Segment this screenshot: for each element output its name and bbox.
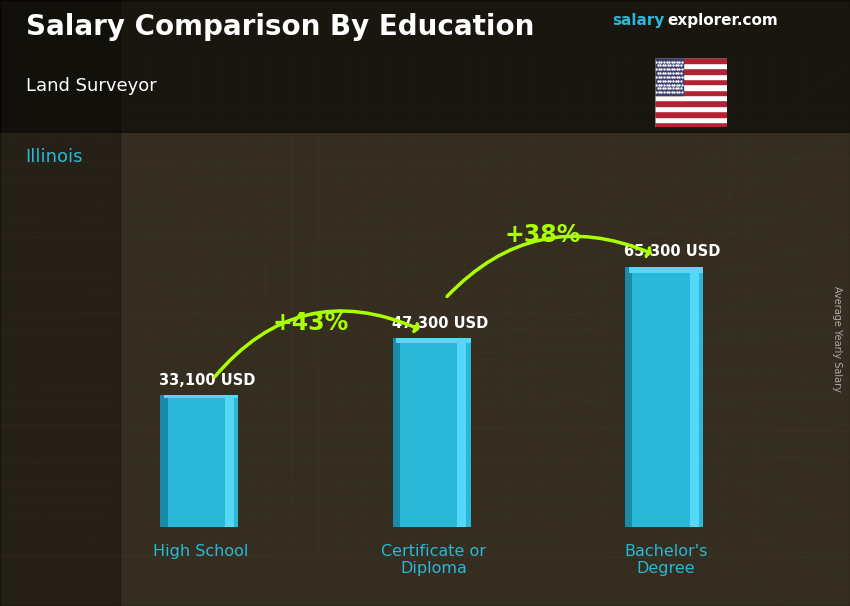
Bar (654, 111, 727, 116)
Bar (654, 68, 727, 74)
Bar (629, 267, 703, 273)
Bar (654, 84, 727, 90)
Bar (654, 79, 727, 84)
Text: +43%: +43% (272, 311, 348, 335)
Bar (654, 101, 727, 106)
Bar (654, 90, 727, 95)
Text: salary: salary (612, 13, 665, 28)
Bar (625, 267, 632, 527)
Bar (164, 395, 238, 398)
Bar (164, 395, 238, 527)
Bar (654, 116, 727, 122)
Text: 33,100 USD: 33,100 USD (159, 373, 256, 388)
Bar (629, 267, 703, 527)
Bar (654, 58, 683, 95)
Bar (393, 338, 400, 527)
Bar (654, 58, 727, 63)
Bar (654, 63, 727, 68)
Text: Salary Comparison By Education: Salary Comparison By Education (26, 13, 534, 41)
Bar (396, 338, 471, 527)
Bar (161, 395, 167, 527)
Bar (654, 122, 727, 127)
Bar (225, 395, 234, 527)
Text: 65,300 USD: 65,300 USD (624, 244, 721, 259)
Text: Average Yearly Salary: Average Yearly Salary (832, 287, 842, 392)
Bar (396, 338, 471, 343)
Text: +38%: +38% (505, 222, 581, 247)
Bar (654, 106, 727, 111)
Bar (457, 338, 466, 527)
Bar (689, 267, 699, 527)
FancyArrowPatch shape (447, 236, 650, 296)
Bar (654, 74, 727, 79)
Bar (654, 95, 727, 101)
Text: explorer.com: explorer.com (667, 13, 778, 28)
Text: Land Surveyor: Land Surveyor (26, 78, 156, 95)
Text: Illinois: Illinois (26, 148, 83, 167)
Text: 47,300 USD: 47,300 USD (392, 316, 488, 331)
FancyArrowPatch shape (214, 311, 417, 377)
Bar (0, 0, 120, 606)
